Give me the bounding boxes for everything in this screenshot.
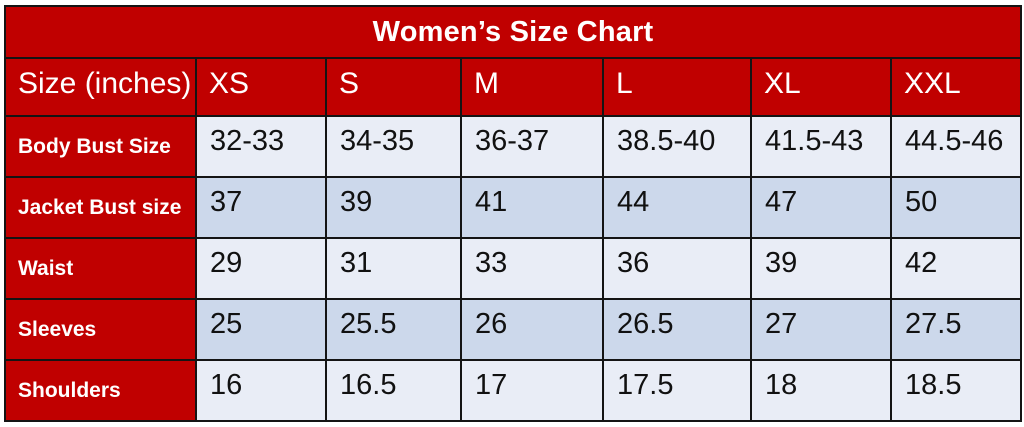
table-row-jacket-bust-size: Jacket Bust size 37 39 41 44 47 50 — [4, 176, 1023, 239]
cell-sleeves-xxl: 27.5 — [889, 298, 1023, 361]
cell-waist-l: 36 — [602, 237, 752, 300]
table-row-waist: Waist 29 31 33 36 39 42 — [4, 237, 1023, 300]
cell-body-bust-xs: 32-33 — [195, 115, 327, 178]
cell-shoulders-xl: 18 — [750, 359, 892, 422]
row-label-sleeves: Sleeves — [4, 298, 197, 361]
cell-jacket-bust-s: 39 — [325, 176, 462, 239]
cell-sleeves-s: 25.5 — [325, 298, 462, 361]
table-row-sleeves: Sleeves 25 25.5 26 26.5 27 27.5 — [4, 298, 1023, 361]
cell-body-bust-s: 34-35 — [325, 115, 462, 178]
row-label-waist: Waist — [4, 237, 197, 300]
column-header-xs: XS — [195, 57, 327, 117]
size-chart-table: Women’s Size Chart Size (inches) XS S M … — [3, 5, 1023, 422]
cell-shoulders-m: 17 — [460, 359, 604, 422]
cell-jacket-bust-l: 44 — [602, 176, 752, 239]
cell-body-bust-l: 38.5-40 — [602, 115, 752, 178]
cell-body-bust-m: 36-37 — [460, 115, 604, 178]
table-row-body-bust-size: Body Bust Size 32-33 34-35 36-37 38.5-40… — [4, 115, 1023, 178]
row-label-jacket-bust-size: Jacket Bust size — [4, 176, 197, 239]
cell-shoulders-s: 16.5 — [325, 359, 462, 422]
cell-waist-xl: 39 — [750, 237, 892, 300]
column-header-size-inches: Size (inches) — [4, 57, 197, 117]
column-header-xxl: XXL — [889, 57, 1023, 117]
chart-title: Women’s Size Chart — [3, 5, 1023, 59]
cell-jacket-bust-xxl: 50 — [889, 176, 1023, 239]
header-row: Size (inches) XS S M L XL XXL — [4, 57, 1023, 117]
column-header-l: L — [602, 57, 752, 117]
cell-waist-m: 33 — [460, 237, 604, 300]
cell-waist-s: 31 — [325, 237, 462, 300]
row-label-shoulders: Shoulders — [4, 359, 197, 422]
cell-sleeves-xs: 25 — [195, 298, 327, 361]
cell-shoulders-xs: 16 — [195, 359, 327, 422]
cell-sleeves-m: 26 — [460, 298, 604, 361]
cell-jacket-bust-xs: 37 — [195, 176, 327, 239]
title-row: Women’s Size Chart — [3, 5, 1023, 59]
cell-waist-xxl: 42 — [889, 237, 1023, 300]
table-row-shoulders: Shoulders 16 16.5 17 17.5 18 18.5 — [4, 359, 1023, 422]
cell-jacket-bust-m: 41 — [460, 176, 604, 239]
column-header-xl: XL — [750, 57, 892, 117]
cell-sleeves-l: 26.5 — [602, 298, 752, 361]
cell-sleeves-xl: 27 — [750, 298, 892, 361]
column-header-m: M — [460, 57, 604, 117]
row-label-body-bust-size: Body Bust Size — [4, 115, 197, 178]
cell-jacket-bust-xl: 47 — [750, 176, 892, 239]
cell-body-bust-xl: 41.5-43 — [750, 115, 892, 178]
cell-shoulders-xxl: 18.5 — [889, 359, 1023, 422]
cell-shoulders-l: 17.5 — [602, 359, 752, 422]
cell-body-bust-xxl: 44.5-46 — [889, 115, 1023, 178]
cell-waist-xs: 29 — [195, 237, 327, 300]
column-header-s: S — [325, 57, 462, 117]
